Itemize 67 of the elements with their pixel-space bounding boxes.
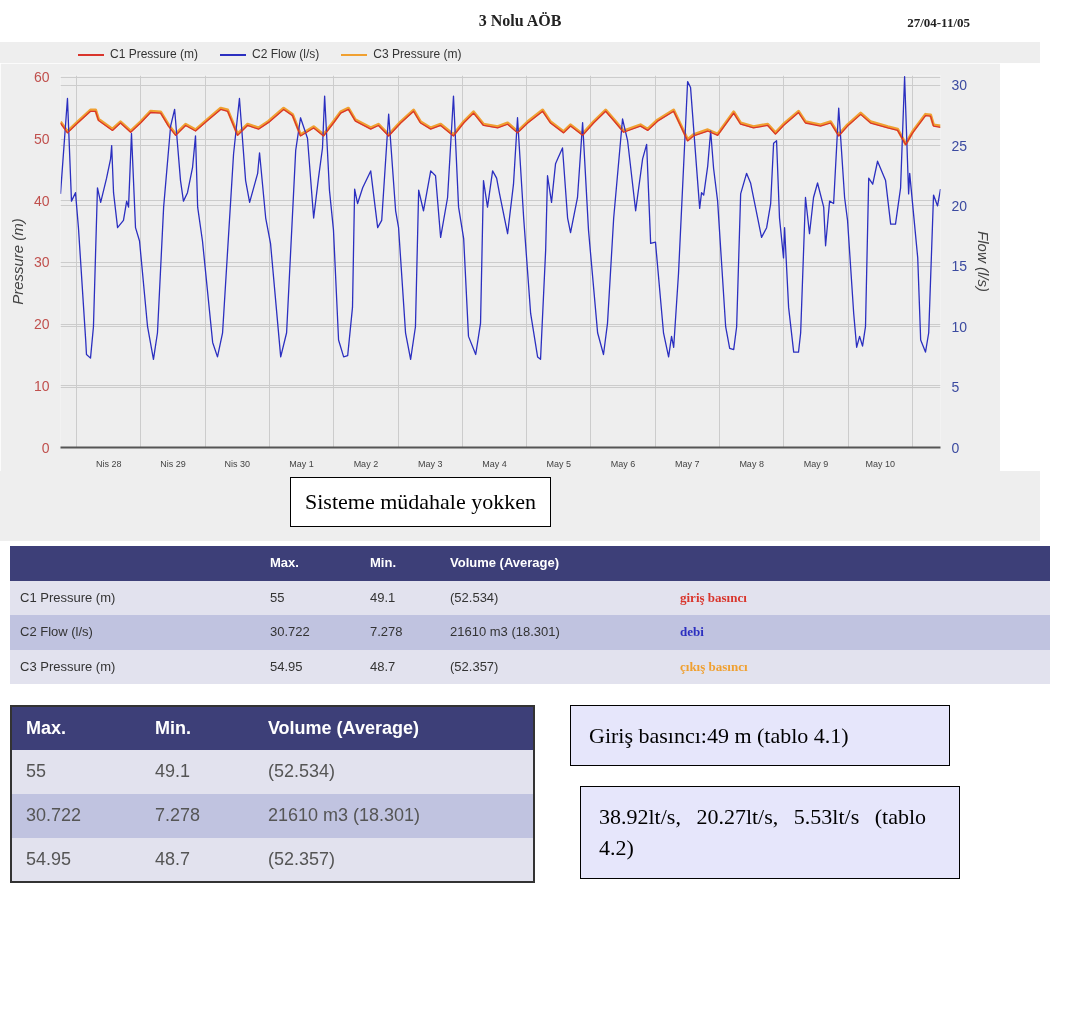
y2-tick-label: 5 (951, 379, 960, 396)
text: çıkış basıncı (679, 657, 749, 676)
x-tick-label: Nis 28 (95, 458, 122, 469)
text: 54.95 (269, 657, 304, 676)
y2-tick-label: 30 (951, 77, 968, 94)
x-tick-label: Nis 29 (160, 458, 186, 469)
text: 30.722 (25, 803, 83, 827)
text: 7.278 (369, 623, 404, 642)
x-tick-label: May 3 (417, 458, 443, 469)
x-tick-label: May 4 (482, 458, 507, 469)
text: 7.278 (154, 803, 202, 827)
text: C2 Flow (l/s) (19, 623, 94, 642)
text: (52.357) (266, 847, 336, 871)
chart-subtitle: 27/04-11/05 (907, 14, 970, 32)
x-tick-label: May 2 (353, 458, 379, 469)
text: 48.7 (154, 847, 192, 871)
text: Max. (25, 716, 68, 740)
text: 49.1 (369, 588, 397, 607)
x-tick-label: May 9 (803, 458, 829, 469)
text: Max. (269, 554, 300, 573)
y-tick-label: 10 (33, 377, 50, 394)
y2-axis-title: Flow (l/s) (975, 231, 993, 293)
y-axis-title: Pressure (m) (8, 218, 26, 305)
text: Volume (Average) (266, 716, 420, 740)
text: Sisteme müdahale yokken (290, 477, 551, 527)
text: giriş basıncı (679, 588, 748, 607)
text: 55 (269, 588, 286, 607)
x-tick-label: May 10 (865, 458, 895, 469)
text: Volume (Average) (449, 554, 561, 573)
text: 48.7 (369, 657, 397, 676)
legend-label: C2 Flow (l/s) (251, 46, 320, 63)
text: 54.95 (25, 847, 73, 871)
text: 55 (25, 760, 48, 784)
y-tick-label: 30 (33, 254, 50, 271)
x-tick-label: May 1 (289, 458, 314, 469)
legend-label: C3 Pressure (m) (372, 46, 462, 63)
text: C1 Pressure (m) (19, 588, 117, 607)
y2-tick-label: 25 (951, 137, 968, 154)
text: (52.534) (449, 588, 500, 607)
x-tick-label: May 8 (739, 458, 764, 469)
y2-tick-label: 0 (951, 439, 960, 456)
y-tick-label: 20 (33, 316, 50, 333)
text: Min. (369, 554, 397, 573)
text: 30.722 (269, 623, 311, 642)
y2-tick-label: 15 (951, 258, 968, 275)
text: Min. (154, 716, 192, 740)
text: Giriş basıncı:49 m (tablo 4.1) (570, 704, 950, 766)
text: (52.534) (266, 760, 336, 784)
y-tick-label: 60 (33, 69, 50, 86)
x-tick-label: May 5 (546, 458, 572, 469)
y2-tick-label: 10 (951, 318, 968, 335)
text: 49.1 (154, 760, 192, 784)
text: 21610 m3 (18.301) (266, 803, 422, 827)
text: 21610 m3 (18.301) (449, 623, 561, 642)
text: 38.92lt/s, 20.27lt/s, 5.53lt/s (tablo 4.2) (580, 785, 960, 879)
y-tick-label: 50 (33, 131, 50, 148)
text: debi (679, 623, 705, 642)
y2-tick-label: 20 (951, 198, 968, 215)
x-tick-label: Nis 30 (224, 458, 251, 469)
y-tick-label: 0 (41, 439, 50, 456)
x-tick-label: May 6 (610, 458, 636, 469)
text: C3 Pressure (m) (19, 657, 117, 676)
chart-title: 3 Nolu AÖB (478, 12, 562, 29)
y-tick-label: 40 (33, 192, 50, 209)
text: (52.357) (449, 657, 500, 676)
legend-label: C1 Pressure (m) (109, 46, 199, 63)
x-tick-label: May 7 (675, 458, 700, 469)
